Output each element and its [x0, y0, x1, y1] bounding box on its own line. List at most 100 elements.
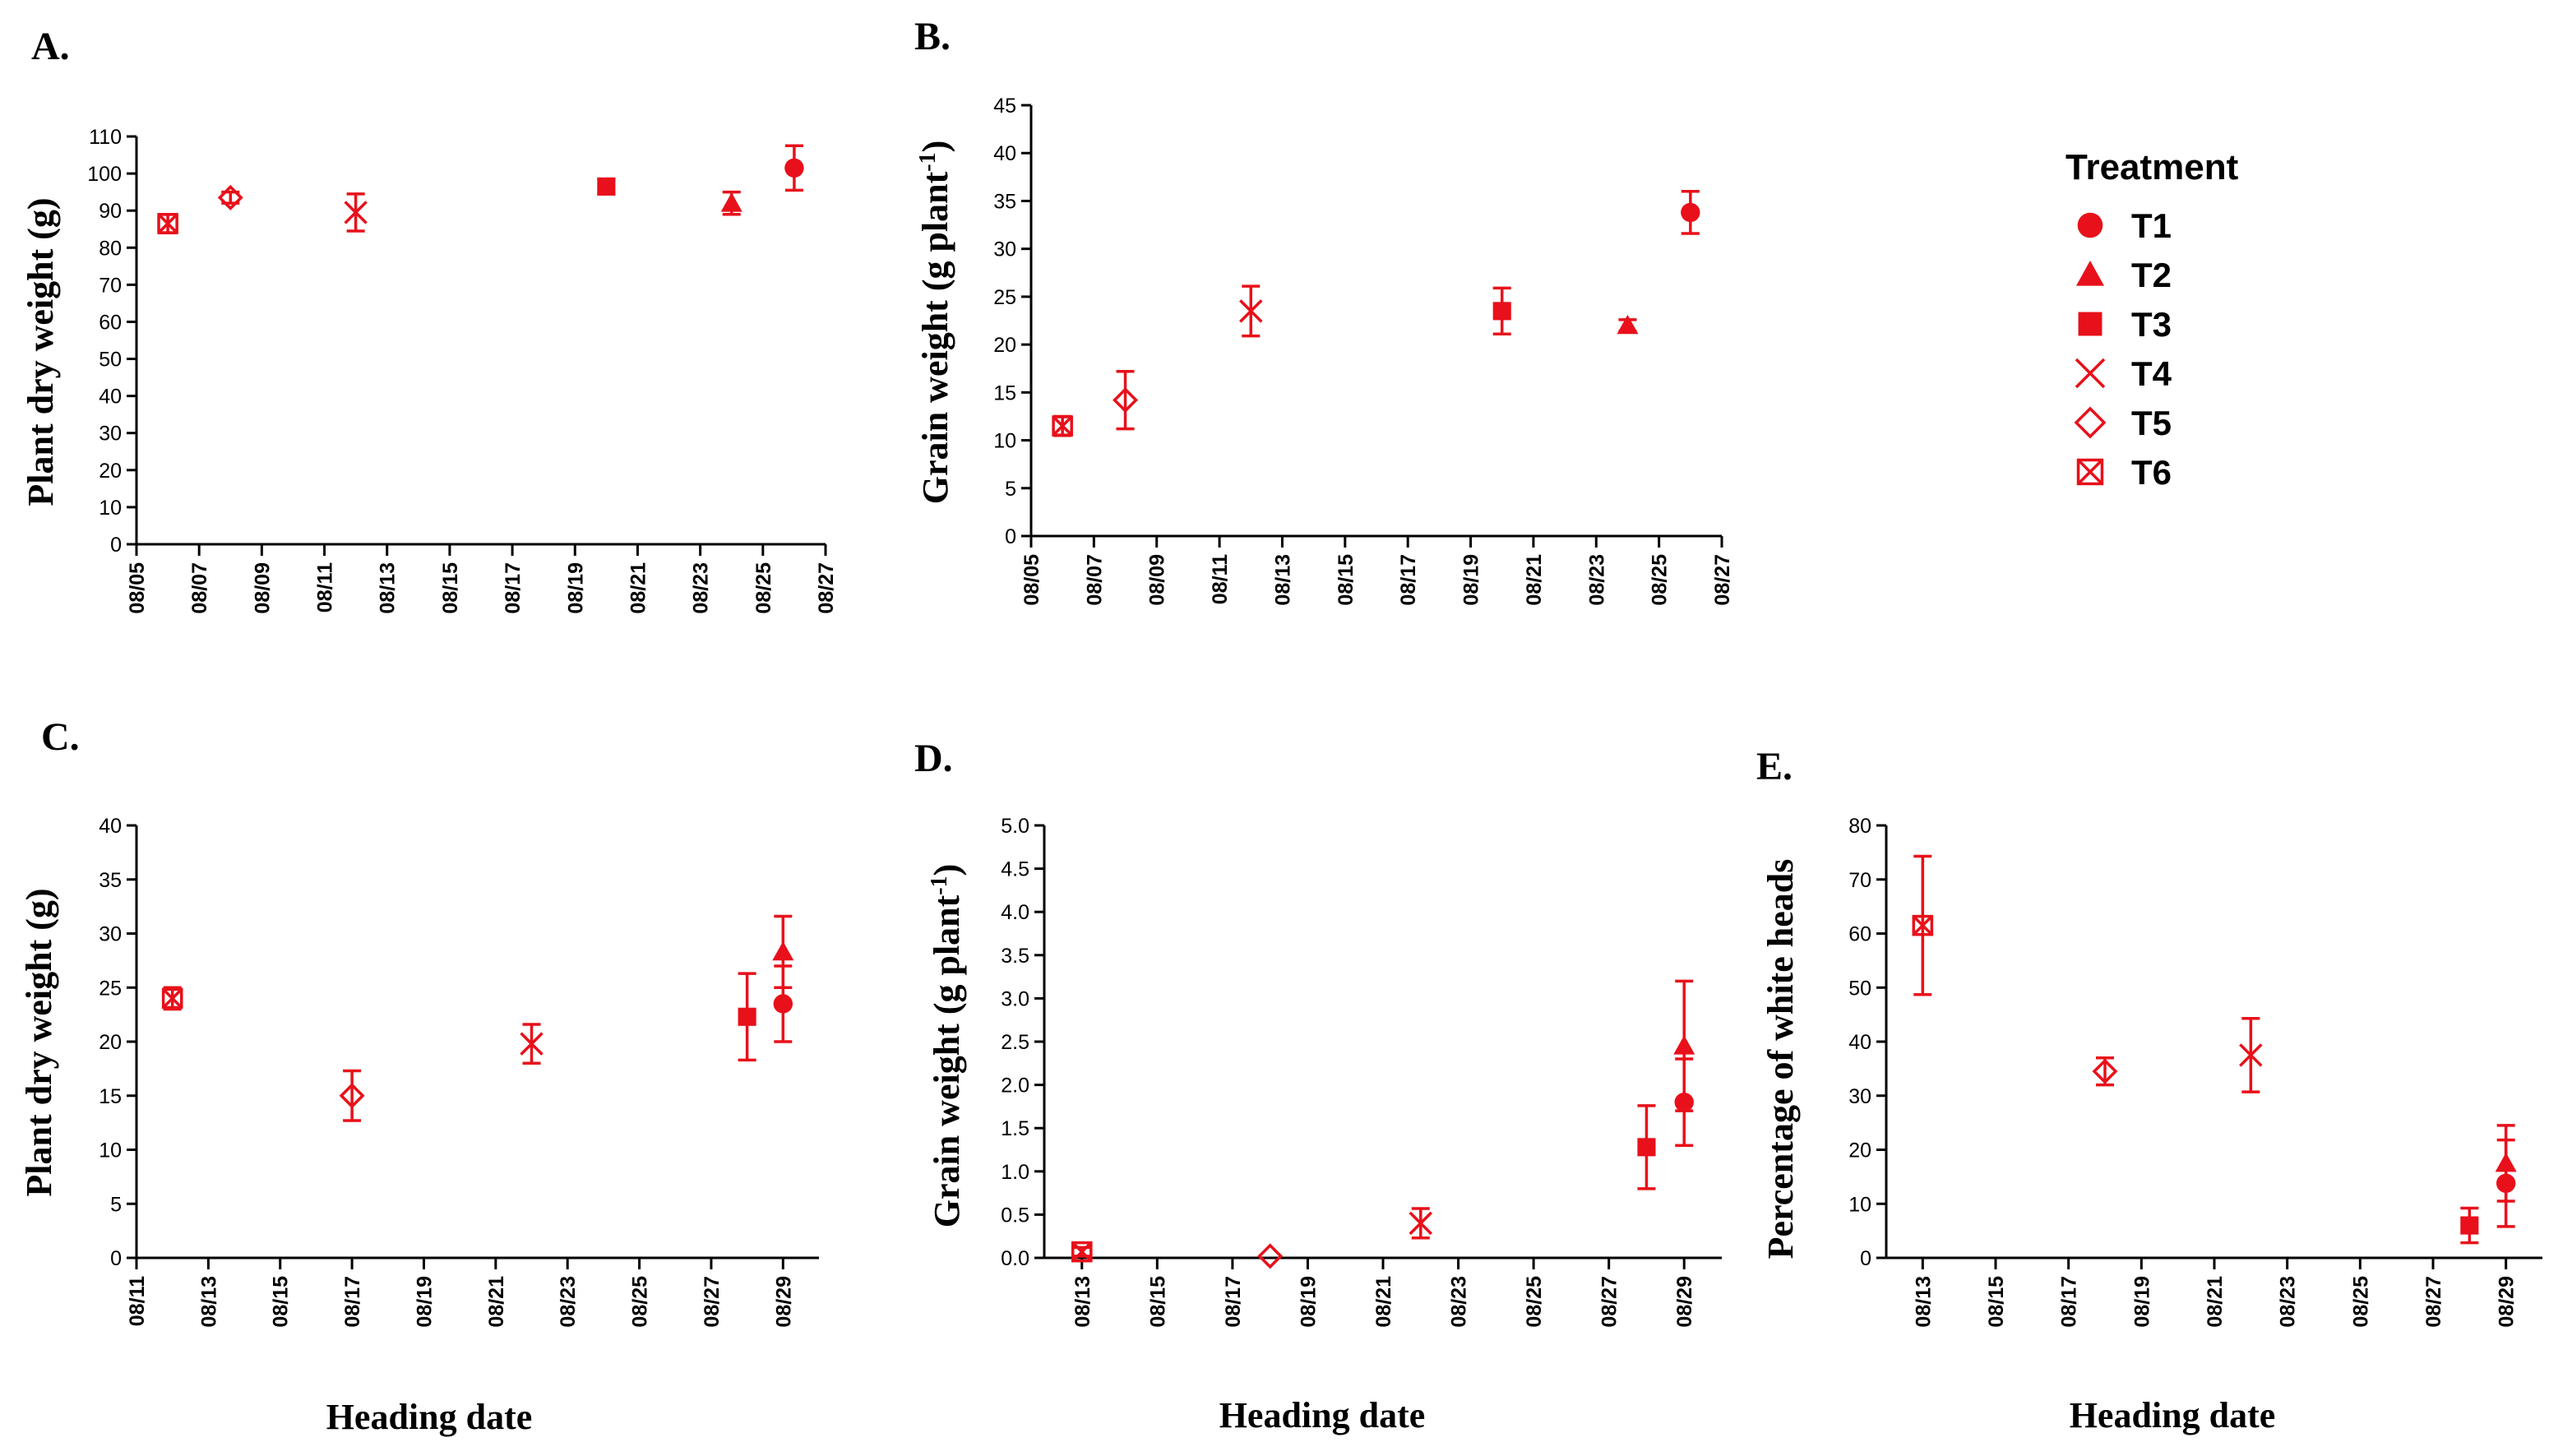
marker-t2 [720, 192, 742, 212]
plot-e: 0 10 20 30 40 50 60 70 80 08/13 08/15 08/17 08/19 08/… [1848, 815, 2542, 1328]
marker-t5 [1257, 1243, 1284, 1269]
legend-item-t2: T2 [2076, 256, 2172, 294]
point-d-t1 [1674, 1057, 1694, 1147]
marker-t3 [597, 177, 616, 196]
y-tick-label-c: 40 [99, 815, 122, 838]
xlabel-d: Heading date [1219, 1395, 1426, 1435]
y-tick-label-d: 1.5 [1001, 1117, 1029, 1140]
y-tick-label-b: 5 [1005, 478, 1016, 501]
marker-t4 [1239, 299, 1263, 323]
point-c-t1 [773, 964, 793, 1043]
x-tick-label-c: 08/29 [772, 1276, 795, 1328]
boxed-x-stroke [1913, 915, 1933, 936]
marker-t5 [217, 184, 243, 210]
x-tick-label-a: 08/15 [439, 562, 462, 614]
y-tick-label-a: 0 [110, 534, 122, 557]
x-tick-label-b: 08/23 [1585, 554, 1608, 606]
y-tick-label-d: 5.0 [1001, 815, 1029, 838]
y-tick-label-b: 0 [1005, 525, 1016, 548]
y-tick-label-e: 10 [1848, 1193, 1871, 1216]
y-tick-label-d: 2.5 [1001, 1031, 1029, 1054]
legend-title: Treatment [2065, 147, 2239, 187]
boxed-x-stroke [162, 988, 183, 1009]
x-cross-stroke [2239, 1043, 2263, 1067]
marker-t1 [1674, 1092, 1694, 1112]
point-b-t1 [1681, 190, 1700, 235]
point-a-t5 [217, 184, 243, 210]
y-tick-label-c: 10 [99, 1139, 122, 1162]
legend-label-t3: T3 [2131, 305, 2172, 344]
ylabel-b: Grain weight (g plant-1) [915, 141, 956, 505]
point-e-t1 [2496, 1138, 2516, 1228]
y-tick-label-b: 20 [993, 334, 1016, 357]
y-tick-label-e: 60 [1848, 923, 1871, 946]
y-tick-label-a: 110 [89, 126, 122, 149]
y-tick-label-a: 60 [99, 311, 122, 334]
y-tick-label-b: 40 [993, 142, 1016, 165]
y-tick-label-d: 0.5 [1001, 1204, 1029, 1227]
point-c-t3 [738, 972, 756, 1062]
boxed-x-frame [161, 987, 183, 1010]
x-cross-stroke [1409, 1211, 1433, 1236]
x-tick-label-a: 08/09 [251, 562, 274, 614]
marker-t3 [1492, 302, 1511, 321]
x-tick-label-d: 08/25 [1523, 1276, 1546, 1328]
marker-t6 [1912, 914, 1934, 936]
point-c-t5 [339, 1069, 365, 1122]
y-tick-label-e: 30 [1848, 1085, 1871, 1108]
point-b-t3 [1492, 286, 1511, 336]
legend-item-t3: T3 [2078, 305, 2172, 344]
legend-marker-t3 [2078, 312, 2102, 336]
y-tick-label-b: 25 [993, 286, 1016, 309]
marker-t3 [2460, 1216, 2479, 1235]
legend-item-t4: T4 [2075, 354, 2172, 393]
x-tick-label-b: 08/19 [1460, 554, 1483, 606]
ylabel-e: Percentage of white heads [1760, 859, 1801, 1260]
point-d-t4 [1409, 1207, 1433, 1240]
legend-item-t1: T1 [2077, 206, 2172, 245]
legend-label-t4: T4 [2131, 354, 2172, 393]
y-tick-label-b: 10 [993, 430, 1016, 453]
x-tick-label-d: 08/15 [1146, 1276, 1169, 1328]
y-tick-label-c: 0 [110, 1247, 122, 1270]
plot-a: 0 10 20 30 40 50 60 70 80 90 100 110 08/05 08/07 08/09… [87, 126, 838, 614]
y-tick-label-a: 70 [99, 274, 122, 297]
x-tick-label-e: 08/27 [2422, 1276, 2445, 1328]
y-tick-label-c: 25 [99, 977, 122, 1000]
legend: Treatment T1 T2 T3 T4 T5 T6 [2065, 147, 2239, 492]
marker-t5 [1113, 387, 1139, 414]
point-a-t3 [597, 177, 616, 196]
x-tick-label-e: 08/19 [2130, 1276, 2153, 1328]
y-tick-label-d: 0.0 [1001, 1247, 1029, 1270]
plot-d: 0.0 0.5 1.0 1.5 2.0 2.5 3.0 3.5 4.0 4.5 5.0 08/13 08… [1001, 815, 1722, 1328]
x-tick-label-b: 08/09 [1146, 554, 1169, 606]
y-tick-label-d: 4.0 [1001, 901, 1029, 924]
marker-t6 [1052, 415, 1073, 437]
marker-t2 [772, 941, 794, 961]
legend-label-t5: T5 [2131, 404, 2172, 442]
panel-label-a: A. [31, 25, 70, 68]
x-tick-label-a: 08/11 [314, 562, 337, 612]
marker-t3 [1637, 1138, 1656, 1157]
marker-t1 [784, 158, 804, 178]
point-c-t4 [520, 1023, 544, 1065]
legend-label-t2: T2 [2131, 256, 2172, 294]
ylabel-a: Plant dry weight (g) [21, 197, 61, 506]
point-a-t6 [157, 212, 178, 234]
boxed-x-frame [1071, 1241, 1093, 1263]
x-tick-label-c: 08/25 [629, 1276, 652, 1328]
y-tick-label-a: 100 [87, 163, 122, 186]
legend-item-t6: T6 [2076, 453, 2172, 492]
x-tick-label-c: 08/11 [126, 1276, 149, 1326]
x-tick-label-a: 08/07 [188, 562, 211, 614]
legend-marker-t1 [2077, 212, 2103, 238]
y-tick-label-a: 30 [99, 423, 122, 446]
x-tick-label-b: 08/27 [1711, 554, 1734, 606]
marker-t4 [520, 1032, 544, 1056]
point-b-t5 [1113, 369, 1139, 431]
y-tick-label-b: 35 [993, 190, 1016, 213]
x-tick-label-e: 08/13 [1912, 1276, 1935, 1328]
y-tick-label-a: 20 [99, 460, 122, 483]
x-tick-label-c: 08/17 [341, 1276, 364, 1328]
x-tick-label-a: 08/21 [627, 562, 650, 614]
